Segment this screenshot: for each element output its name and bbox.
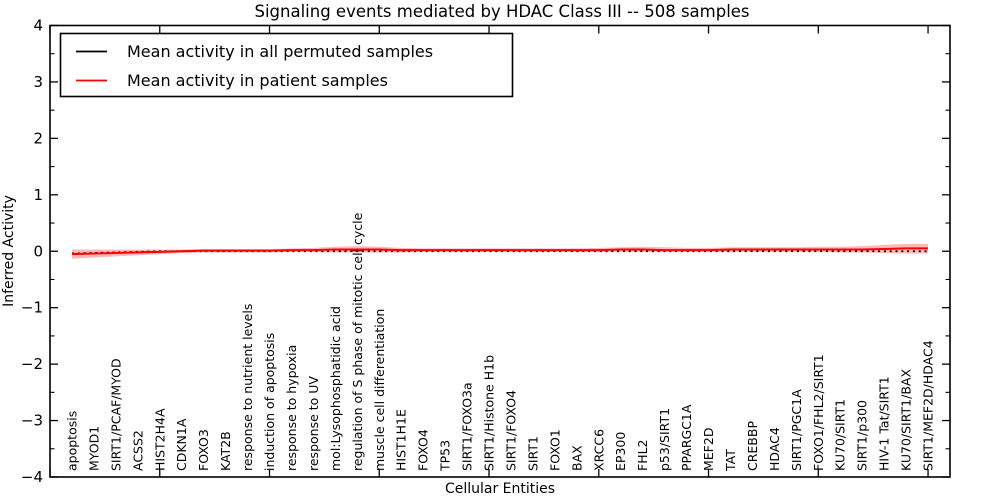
y-tick-label: 0 — [33, 242, 43, 260]
y-tick-label: 2 — [33, 129, 43, 147]
y-tick-label: −1 — [21, 299, 43, 317]
y-tick-label: 4 — [33, 17, 43, 35]
category-label: MYOD1 — [86, 426, 101, 471]
category-label: SIRT1/Histone H1b — [482, 355, 497, 471]
category-label: SIRT1/PCAF/MYOD — [108, 358, 123, 471]
category-label: ACSS2 — [130, 430, 145, 471]
y-tick-label: −2 — [21, 355, 43, 373]
category-label: TAT — [723, 449, 738, 472]
category-label: SIRT1/MEF2D/HDAC4 — [921, 340, 936, 471]
category-label: HIST1H1E — [394, 409, 409, 471]
category-label: FOXO1 — [547, 429, 562, 471]
category-label: CDKN1A — [174, 418, 189, 471]
x-axis-label: Cellular Entities — [445, 481, 555, 497]
category-label: FOXO3 — [196, 429, 211, 471]
legend-box: Mean activity in all permuted samples Me… — [59, 32, 514, 98]
category-label: SIRT1/FOXO3a — [460, 382, 475, 471]
category-label: EP300 — [613, 432, 628, 471]
category-label: XRCC6 — [591, 429, 606, 471]
legend-label-patient: Mean activity in patient samples — [127, 71, 388, 90]
y-tick-label: −4 — [21, 468, 43, 486]
category-label: SIRT1/p300 — [855, 400, 870, 471]
category-label: FOXO4 — [416, 429, 431, 471]
category-label: KU70/SIRT1/BAX — [899, 369, 914, 471]
legend-label-permuted: Mean activity in all permuted samples — [127, 42, 433, 61]
plot-area: apoptosis MYOD1 SIRT1/PCAF/MYOD ACSS2 HIST2H… — [21, 17, 951, 486]
category-label: mol:Lysophosphatidic acid — [328, 306, 343, 471]
category-label: induction of apoptosis — [262, 333, 277, 471]
category-label: PPARGC1A — [679, 404, 694, 471]
category-label: HDAC4 — [767, 427, 782, 471]
category-label: response to nutrient levels — [240, 304, 255, 471]
category-label: FOXO1/FHL2/SIRT1 — [811, 354, 826, 471]
category-label: muscle cell differentiation — [372, 309, 387, 471]
legend-item-permuted: Mean activity in all permuted samples — [76, 42, 433, 61]
category-label: apoptosis — [64, 411, 79, 471]
category-label: HIST2H4A — [152, 408, 167, 471]
y-tick-label: −3 — [21, 412, 43, 430]
category-label: MEF2D — [701, 428, 716, 471]
category-label: CREBBP — [745, 421, 760, 471]
category-label: response to hypoxia — [284, 345, 299, 471]
permuted-mean-line — [71, 250, 929, 255]
category-label: SIRT1/FOXO4 — [503, 390, 518, 471]
category-label: p53/SIRT1 — [657, 408, 672, 471]
category-label: HIV-1 Tat/SIRT1 — [877, 376, 892, 471]
category-label: TP53 — [438, 440, 453, 472]
legend-item-patient: Mean activity in patient samples — [76, 71, 388, 90]
category-label: BAX — [569, 445, 584, 471]
y-axis-label: Inferred Activity — [1, 195, 17, 307]
category-label: FHL2 — [635, 439, 650, 471]
category-label: SIRT1/PGC1A — [789, 389, 804, 471]
category-label: KU70/SIRT1 — [833, 399, 848, 471]
y-tick-label: 3 — [33, 73, 43, 91]
patient-mean-line — [71, 247, 929, 256]
patient-band — [71, 243, 929, 259]
category-label: SIRT1 — [525, 436, 540, 471]
category-label: regulation of S phase of mitotic cell cy… — [350, 212, 365, 471]
category-label: response to UV — [306, 376, 321, 471]
chart-title: Signaling events mediated by HDAC Class … — [254, 2, 749, 21]
category-label: KAT2B — [218, 431, 233, 471]
y-tick-label: 1 — [33, 186, 43, 204]
